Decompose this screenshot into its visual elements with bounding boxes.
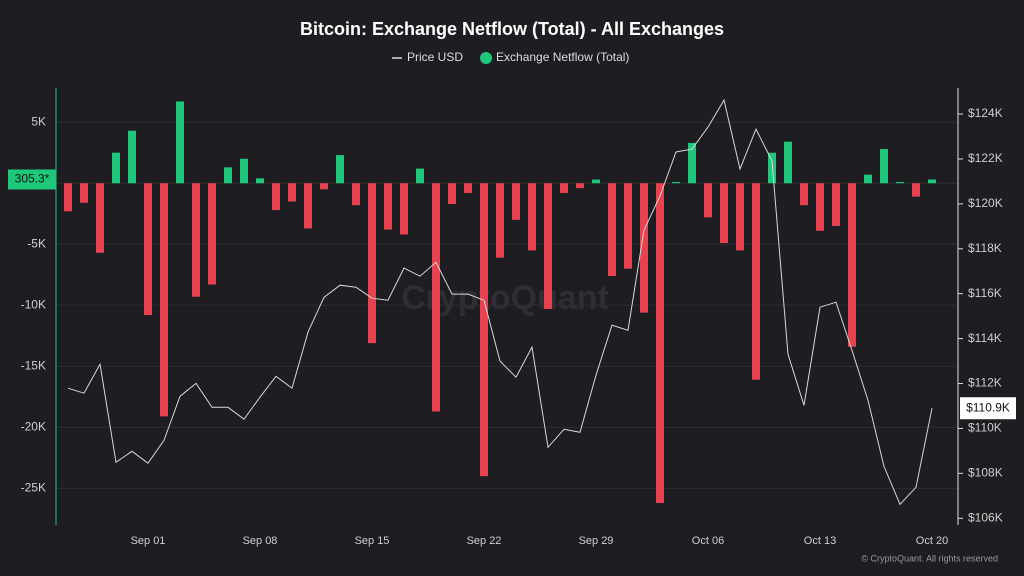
bar xyxy=(384,183,392,230)
bar xyxy=(256,178,264,184)
bar xyxy=(496,183,504,258)
bar xyxy=(160,183,168,417)
last-value-box xyxy=(960,397,1016,420)
x-tick-label: Sep 29 xyxy=(579,535,614,547)
y-tick-label: -20K xyxy=(21,420,46,434)
bar xyxy=(400,183,408,235)
bar xyxy=(576,183,584,189)
y-tick-label: 5K xyxy=(31,114,46,128)
bar xyxy=(832,183,840,226)
y2-tick-label: $120K xyxy=(968,196,1003,210)
bar xyxy=(656,183,664,504)
bar xyxy=(848,183,856,347)
y2-tick-label: $106K xyxy=(968,510,1003,524)
x-tick-label: Oct 06 xyxy=(692,535,724,547)
bar xyxy=(272,183,280,211)
y-tick-label: -5K xyxy=(27,236,46,250)
x-tick-label: Oct 20 xyxy=(916,535,948,547)
bar xyxy=(208,183,216,285)
bar xyxy=(736,183,744,251)
bar xyxy=(512,183,520,220)
bar xyxy=(912,183,920,197)
bar xyxy=(864,174,872,184)
y2-tick-label: $124K xyxy=(968,106,1003,120)
bar xyxy=(288,183,296,202)
bar xyxy=(304,183,312,229)
chart-title: Bitcoin: Exchange Netflow (Total) - All … xyxy=(300,19,724,39)
y2-tick-label: $118K xyxy=(968,241,1002,255)
bar xyxy=(448,183,456,204)
y-tick-label: -10K xyxy=(21,297,46,311)
legend-label: Price USD xyxy=(407,50,463,64)
y-tick-label: -15K xyxy=(21,358,46,372)
bar xyxy=(800,183,808,206)
y2-tick-label: $108K xyxy=(968,466,1003,480)
bar xyxy=(928,179,936,184)
bar xyxy=(480,183,488,477)
last-value-label: $110.9K xyxy=(966,400,1010,414)
y2-tick-label: $122K xyxy=(968,151,1003,165)
bar xyxy=(352,183,360,206)
legend-label: Exchange Netflow (Total) xyxy=(496,50,629,64)
bar xyxy=(896,181,904,184)
bar xyxy=(704,183,712,218)
x-tick-label: Sep 01 xyxy=(131,535,166,547)
x-tick-label: Sep 08 xyxy=(243,535,278,547)
x-tick-label: Oct 13 xyxy=(804,535,836,547)
bar xyxy=(816,183,824,231)
y2-tick-label: $116K xyxy=(968,286,1002,300)
bar xyxy=(640,183,648,313)
bar xyxy=(624,183,632,269)
bar xyxy=(176,101,184,184)
bar xyxy=(368,183,376,344)
bar xyxy=(96,183,104,253)
bar xyxy=(224,167,232,184)
bar xyxy=(880,149,888,184)
bar xyxy=(688,142,696,184)
bar xyxy=(608,183,616,276)
y2-tick-label: $112K xyxy=(968,376,1002,390)
bar xyxy=(752,183,760,380)
y2-tick-label: $114K xyxy=(968,331,1002,345)
bar xyxy=(592,179,600,184)
bar xyxy=(112,152,120,184)
bar xyxy=(432,183,440,412)
bar xyxy=(320,183,328,190)
price-line xyxy=(67,98,933,506)
legend-swatch xyxy=(480,52,493,64)
bar xyxy=(240,158,248,184)
y2-tick-label: $110K xyxy=(968,421,1002,435)
bar xyxy=(64,183,72,212)
last-value-label: 305.3* xyxy=(15,172,50,186)
last-value-box xyxy=(8,169,56,190)
bar xyxy=(672,181,680,184)
bar xyxy=(528,183,536,251)
bar xyxy=(128,130,136,184)
bar xyxy=(464,183,472,193)
bar xyxy=(784,141,792,184)
bar xyxy=(416,168,424,184)
bar xyxy=(720,183,728,244)
bar xyxy=(336,155,344,184)
bar xyxy=(144,183,152,316)
bar xyxy=(768,152,776,184)
bar xyxy=(80,183,88,203)
y-tick-label: -25K xyxy=(21,481,46,495)
bar xyxy=(560,183,568,193)
footer: © CryptoQuant. All rights reserved xyxy=(861,553,998,563)
bar xyxy=(192,183,200,297)
x-tick-label: Sep 15 xyxy=(355,535,390,547)
x-tick-label: Sep 22 xyxy=(467,535,502,547)
bar xyxy=(544,183,552,309)
